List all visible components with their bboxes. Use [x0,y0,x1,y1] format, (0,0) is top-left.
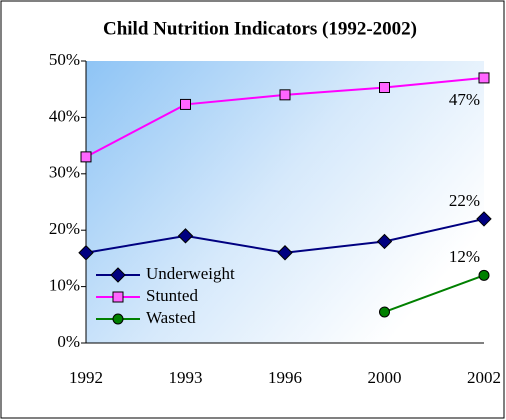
y-tick-label: 40% [49,106,80,125]
legend-marker [112,313,124,325]
data-point [177,228,194,244]
data-point [277,245,293,261]
plot-area [86,61,484,343]
data-point [478,72,490,84]
data-point [379,306,390,318]
data-point [180,98,191,110]
x-tick-label: 2002 [467,368,501,387]
series-line [384,274,485,313]
y-tick-label: 50% [49,50,80,69]
x-tick-label: 1996 [268,368,302,387]
x-tick-label: 1993 [169,368,203,387]
data-point [80,151,92,163]
legend-marker [112,291,124,303]
data-point [478,269,490,281]
data-point [379,82,390,94]
legend-label: Underweight [146,264,235,283]
data-label: 47% [449,90,480,109]
chart-title: Child Nutrition Indicators (1992-2002) [103,18,417,39]
data-label: 22% [449,191,480,210]
data-point [78,245,94,261]
data-point [279,89,291,101]
x-tick-label: 1992 [69,368,103,387]
y-tick-label: 10% [49,276,80,295]
legend-label: Wasted [146,308,196,327]
data-point [476,211,492,227]
legend-label: Stunted [146,286,198,305]
y-tick-label: 20% [49,219,80,238]
data-point [376,233,393,250]
x-tick-label: 2000 [368,368,402,387]
y-tick-label: 0% [57,332,80,351]
y-tick-label: 30% [49,163,80,182]
legend-marker [110,267,126,283]
data-label: 12% [449,247,480,266]
